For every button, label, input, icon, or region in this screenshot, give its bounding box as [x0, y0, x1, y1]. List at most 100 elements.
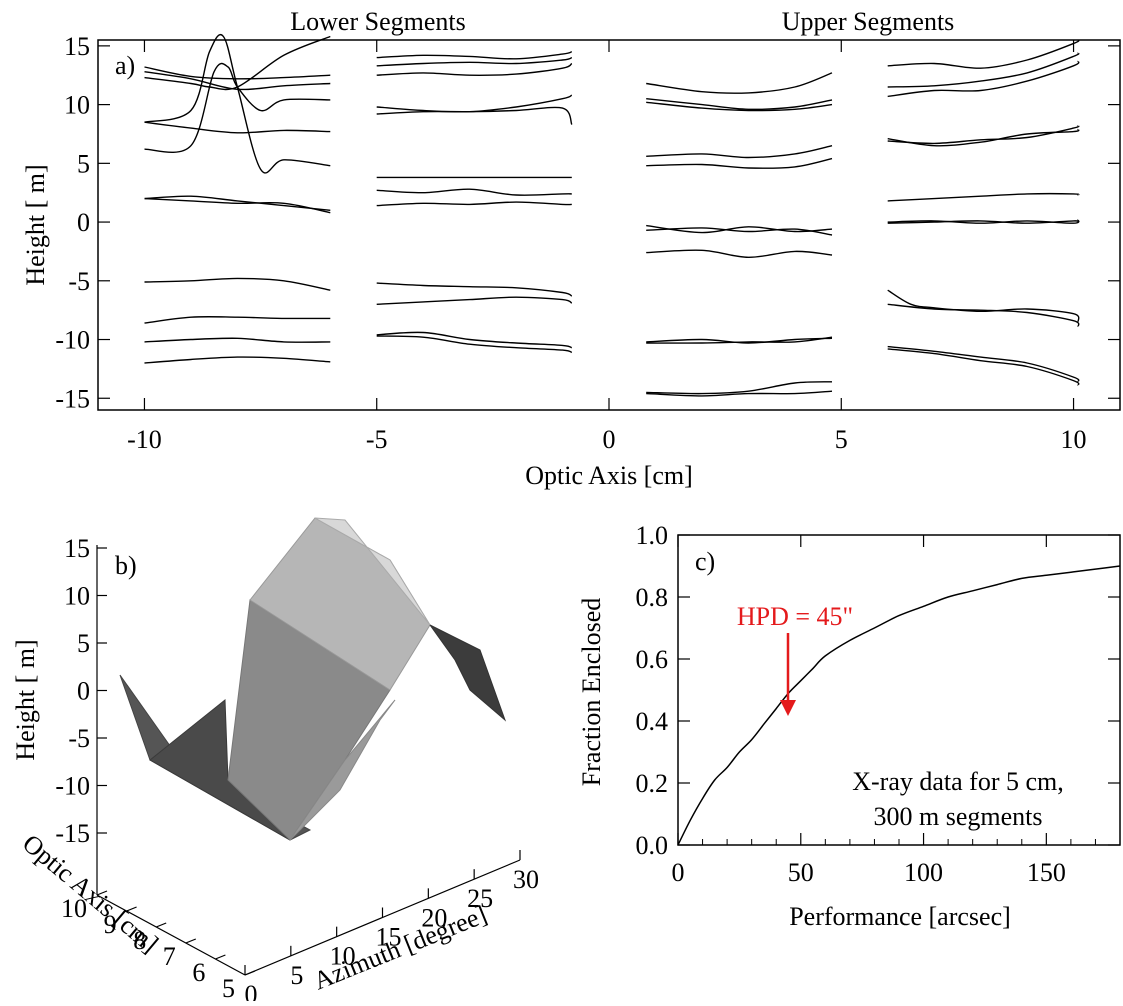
panel-b-ylabel: Optic Axis [cm] [17, 829, 164, 959]
panel-a-xlabel: Optic Axis [cm] [525, 461, 693, 490]
c-xtick-label: 50 [788, 858, 814, 887]
c-xtick-label: 100 [904, 858, 943, 887]
a-series-line [887, 345, 1080, 383]
a-xtick-label: -10 [127, 425, 162, 454]
b-ztick-label: 15 [64, 534, 90, 563]
b-ytick-mark [155, 922, 167, 928]
b-ytick-label: 8 [133, 926, 146, 955]
hpd-annotation: HPD = 45" [737, 602, 853, 631]
a-xtick-label: 5 [835, 425, 848, 454]
a-series-line [376, 296, 573, 305]
panel-c: c) Fraction Enclosed Performance [arcsec… [577, 521, 1121, 931]
a-series-line [887, 303, 1080, 328]
a-series-line [144, 316, 331, 324]
b-ytick-mark [126, 906, 137, 912]
a-series-line [376, 188, 572, 196]
a-series-line [376, 201, 572, 207]
panel-b-y-axis [96, 894, 246, 976]
a-ytick-label: 0 [77, 208, 90, 237]
a-series-line [646, 337, 833, 344]
b-xtick-label: 5 [290, 961, 303, 990]
a-series-line [646, 381, 833, 395]
panel-a-label: a) [115, 51, 135, 80]
b-ytick-label: 7 [163, 942, 176, 971]
panel-a: Lower Segments Upper Segments a) Height … [21, 7, 1121, 490]
a-series-line [376, 335, 573, 354]
panel-b-zlabel: Height [ m] [11, 639, 40, 760]
a-series-line [646, 336, 833, 344]
a-series-line [646, 98, 833, 111]
c-ytick-label: 0.0 [636, 831, 669, 860]
a-series-line [376, 56, 573, 67]
hpd-arrow-head [780, 700, 796, 716]
b-xtick-label: 15 [376, 923, 402, 952]
b-xtick-label: 10 [330, 942, 356, 971]
surface-front-edge [289, 699, 396, 841]
panel-c-xlabel: Performance [arcsec] [789, 902, 1011, 931]
c-xtick-label: 150 [1027, 858, 1066, 887]
b-ytick-mark [96, 890, 108, 896]
a-series-line [144, 121, 331, 134]
b-ytick-label: 9 [104, 910, 117, 939]
panel-a-ylabel: Height [ m] [21, 164, 50, 285]
note-line-1: X-ray data for 5 cm, [852, 767, 1064, 796]
panel-c-frame [677, 534, 1121, 846]
panel-a-ticks: -10 -5 0 5 10 -15 -10 -5 0 5 10 15 [55, 32, 1120, 454]
a-series-line [646, 227, 833, 236]
b-xtick-label: 25 [467, 884, 493, 913]
surface-right-tail [429, 624, 507, 722]
a-series-line [376, 94, 573, 113]
b-ytick-label: 10 [61, 894, 87, 923]
a-series-line [376, 62, 573, 76]
a-series-line [646, 72, 833, 94]
a-series-line [887, 289, 1080, 323]
c-ytick-label: 0.4 [636, 707, 669, 736]
b-ytick-mark [215, 954, 226, 960]
a-series-line [376, 51, 573, 60]
a-xtick-label: -5 [366, 425, 388, 454]
panel-b-label: b) [115, 551, 137, 580]
b-ztick-label: 0 [77, 677, 90, 706]
a-series-line [646, 101, 833, 112]
panel-a-frame [97, 39, 1121, 411]
a-series-line [144, 277, 331, 291]
b-ztick-label: 5 [77, 629, 90, 658]
a-series-line [646, 249, 833, 259]
a-series-line [887, 60, 1080, 98]
a-series-line [646, 157, 833, 169]
b-ytick-label: 5 [222, 974, 235, 1001]
a-series-line [144, 66, 331, 80]
a-series-line [144, 33, 331, 174]
panel-c-lines [677, 565, 1121, 846]
a-ytick-label: 15 [64, 32, 90, 61]
b-xtick-label: 0 [245, 980, 258, 1001]
a-series-line [144, 337, 331, 343]
a-series-line [887, 192, 1080, 202]
panel-b-surface [119, 517, 507, 841]
a-ytick-label: -10 [55, 326, 90, 355]
a-series-line [646, 224, 833, 234]
b-ytick-mark [185, 938, 197, 944]
a-series-line [887, 125, 1080, 145]
panel-c-ticks: 0 50 100 150 0.0 0.2 0.4 0.6 0.8 1.0 [636, 521, 1120, 887]
a-series-line [887, 39, 1080, 69]
b-xtick-label: 20 [421, 903, 447, 932]
c-ytick-label: 0.8 [636, 583, 669, 612]
c-ytick-label: 0.2 [636, 769, 669, 798]
b-ytick-mark [244, 970, 256, 976]
panel-c-label: c) [695, 547, 715, 576]
b-ytick-label: 6 [192, 958, 205, 987]
c-ytick-label: 1.0 [636, 521, 669, 550]
c-ytick-label: 0.6 [636, 645, 669, 674]
lower-segments-title: Lower Segments [290, 7, 465, 36]
a-series-line [144, 197, 331, 214]
a-ytick-label: -15 [55, 384, 90, 413]
b-ztick-label: 10 [64, 582, 90, 611]
a-series-line [144, 62, 331, 154]
a-series-line [376, 106, 573, 125]
a-series-line [376, 282, 573, 297]
